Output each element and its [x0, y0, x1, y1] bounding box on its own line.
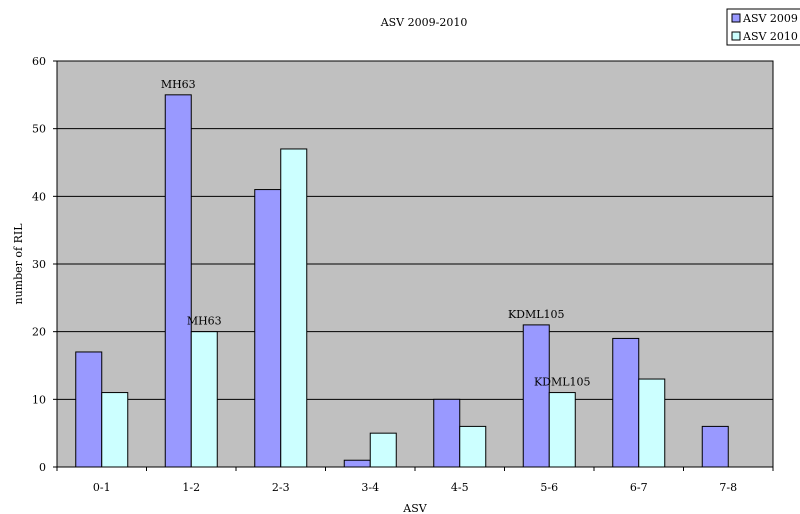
bar [75, 351, 103, 468]
y-tick-label: 0 [39, 461, 46, 474]
x-tick-label: 4-5 [451, 481, 469, 494]
x-axis-title: ASV [402, 502, 427, 514]
y-tick-label: 60 [32, 55, 46, 68]
chart-title: ASV 2009-2010 [380, 16, 468, 29]
annotations: MH63 MH63 KDML105 KDML105 [161, 78, 591, 389]
bar [701, 425, 729, 468]
bar-annotation: KDML105 [534, 376, 591, 389]
bar [459, 425, 487, 468]
y-axis-title: number of RIL [12, 223, 25, 305]
bar [369, 432, 397, 468]
x-tick-label: 6-7 [630, 481, 648, 494]
bar [254, 189, 282, 468]
y-tick-label: 10 [32, 393, 46, 406]
legend-label-2010: ASV 2010 [742, 30, 798, 43]
bar-annotation: MH63 [187, 315, 222, 328]
bar [280, 148, 308, 468]
x-axis: 0-1 1-2 2-3 3-4 4-5 5-6 6-7 7-8 [56, 466, 774, 494]
y-tick-label: 50 [32, 123, 46, 136]
legend-swatch-2009 [731, 13, 741, 23]
x-tick-label: 0-1 [93, 481, 111, 494]
bar [164, 94, 192, 468]
bar [548, 392, 576, 468]
x-tick-label: 3-4 [361, 481, 379, 494]
y-tick-label: 40 [32, 190, 46, 203]
bar [638, 378, 666, 468]
bar [433, 398, 461, 468]
bar-annotation: MH63 [161, 78, 196, 91]
bar-annotation: KDML105 [508, 308, 565, 321]
bar [343, 459, 371, 468]
x-tick-label: 5-6 [540, 481, 558, 494]
bars [75, 94, 729, 468]
bar [612, 337, 640, 468]
y-tick-label: 30 [32, 258, 46, 271]
legend: ASV 2009 ASV 2010 [726, 8, 800, 46]
legend-swatch-2010 [731, 31, 741, 41]
x-tick-label: 1-2 [182, 481, 200, 494]
x-tick-label: 7-8 [719, 481, 737, 494]
y-tick-label: 20 [32, 326, 46, 339]
bar [190, 331, 218, 468]
legend-label-2009: ASV 2009 [742, 12, 798, 25]
x-tick-label: 2-3 [272, 481, 290, 494]
bar [101, 392, 129, 468]
bar [522, 324, 550, 468]
y-axis: 0 10 20 30 40 50 60 [32, 55, 58, 474]
